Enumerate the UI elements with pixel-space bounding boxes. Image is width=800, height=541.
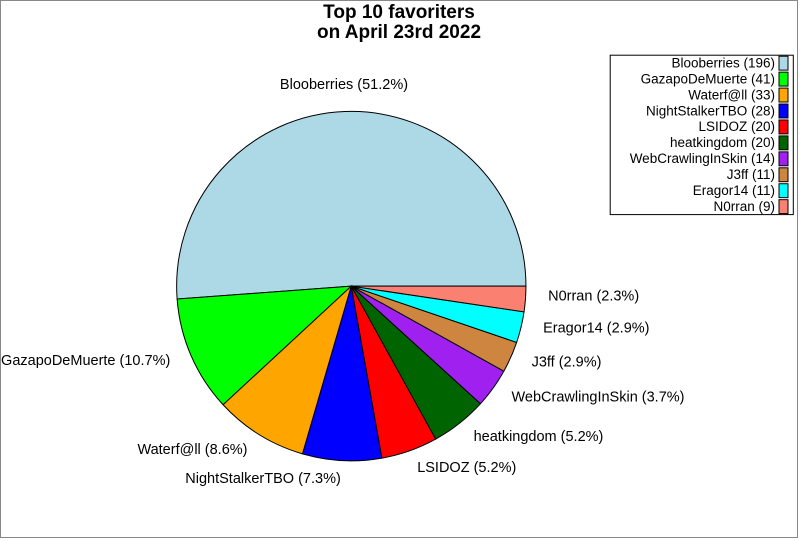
svg-text:Eragor14 (2.9%): Eragor14 (2.9%) <box>543 321 649 337</box>
svg-text:WebCrawlingInSkin (14): WebCrawlingInSkin (14) <box>630 151 775 166</box>
svg-text:Blooberries (196): Blooberries (196) <box>671 55 775 70</box>
svg-text:LSIDOZ (5.2%): LSIDOZ (5.2%) <box>417 460 516 476</box>
svg-text:J3ff (2.9%): J3ff (2.9%) <box>532 354 602 370</box>
svg-text:heatkingdom (5.2%): heatkingdom (5.2%) <box>474 429 604 445</box>
svg-text:LSIDOZ (20): LSIDOZ (20) <box>698 119 775 134</box>
svg-text:Waterf@ll (8.6%): Waterf@ll (8.6%) <box>137 442 247 458</box>
svg-text:Blooberries (51.2%): Blooberries (51.2%) <box>280 77 408 93</box>
svg-text:Waterf@ll (33): Waterf@ll (33) <box>688 87 775 102</box>
svg-text:J3ff (11): J3ff (11) <box>727 167 775 182</box>
svg-text:WebCrawlingInSkin (3.7%): WebCrawlingInSkin (3.7%) <box>512 389 685 405</box>
svg-text:Eragor14 (11): Eragor14 (11) <box>693 183 775 198</box>
svg-text:GazapoDeMuerte (41): GazapoDeMuerte (41) <box>641 71 775 86</box>
svg-text:NightStalkerTBO (28): NightStalkerTBO (28) <box>646 103 775 118</box>
svg-text:NightStalkerTBO (7.3%): NightStalkerTBO (7.3%) <box>185 471 341 487</box>
svg-text:N0rran (9): N0rran (9) <box>713 199 775 214</box>
svg-text:heatkingdom (20): heatkingdom (20) <box>670 135 775 150</box>
svg-text:GazapoDeMuerte (10.7%): GazapoDeMuerte (10.7%) <box>1 353 170 369</box>
svg-text:N0rran (2.3%): N0rran (2.3%) <box>548 289 639 305</box>
